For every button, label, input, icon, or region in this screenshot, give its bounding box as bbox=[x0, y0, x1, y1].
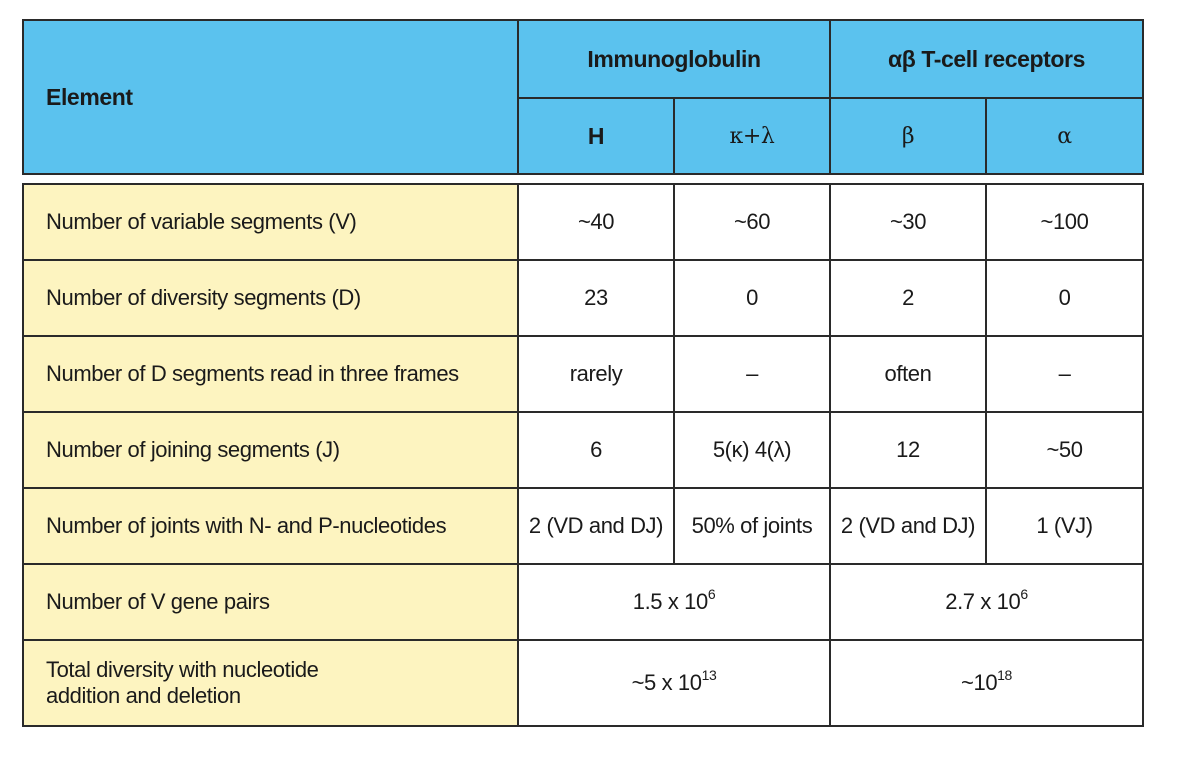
header-h: H bbox=[517, 97, 675, 175]
cell-value: 23 bbox=[517, 259, 675, 337]
value-exponent: 6 bbox=[707, 586, 716, 602]
header-immunoglobulin: Immunoglobulin bbox=[516, 19, 832, 99]
cell-value: 0 bbox=[673, 259, 831, 337]
cell-value: 5(κ) 4(λ) bbox=[673, 411, 831, 489]
row-label: Total diversity with nucleotide addition … bbox=[22, 639, 519, 727]
cell-value: 2 bbox=[829, 259, 987, 337]
header-tcr: αβ T-cell receptors bbox=[829, 19, 1145, 99]
value-exponent: 6 bbox=[1020, 586, 1028, 602]
cell-value: 1 (VJ) bbox=[985, 487, 1144, 565]
table-row: Number of joining segments (J) 6 5(κ) 4(… bbox=[22, 411, 1144, 489]
cell-value: 6 bbox=[517, 411, 675, 489]
cell-value: ~100 bbox=[985, 183, 1144, 261]
table-row: Number of diversity segments (D) 23 0 2 … bbox=[22, 259, 1144, 337]
row-label-line2: addition and deletion bbox=[46, 683, 241, 708]
table-header: Element Immunoglobulin αβ T-cell recepto… bbox=[22, 19, 1145, 175]
row-label: Number of joining segments (J) bbox=[22, 411, 519, 489]
table-body: Number of variable segments (V) ~40 ~60 … bbox=[22, 183, 1144, 727]
cell-value: ~60 bbox=[673, 183, 831, 261]
cell-value: 12 bbox=[829, 411, 987, 489]
cell-value: – bbox=[673, 335, 831, 413]
value-base: ~10 bbox=[961, 670, 998, 695]
cell-value-ig-total: ~5 x 1013 bbox=[517, 639, 831, 727]
row-label: Number of D segments read in three frame… bbox=[22, 335, 519, 413]
cell-value: 0 bbox=[985, 259, 1144, 337]
value-exponent: 18 bbox=[997, 667, 1012, 683]
cell-value: 2 (VD and DJ) bbox=[517, 487, 675, 565]
cell-value-tcr-pairs: 2.7 x 106 bbox=[829, 563, 1144, 641]
row-label-line1: Total diversity with nucleotide bbox=[46, 657, 319, 682]
cell-value: 50% of joints bbox=[673, 487, 831, 565]
table-row: Number of D segments read in three frame… bbox=[22, 335, 1144, 413]
header-element: Element bbox=[22, 19, 519, 175]
value-exponent: 13 bbox=[701, 667, 717, 683]
cell-value: ~30 bbox=[829, 183, 987, 261]
header-beta: β bbox=[829, 97, 988, 175]
cell-value: rarely bbox=[517, 335, 675, 413]
header-alpha: α bbox=[985, 97, 1145, 175]
cell-value-ig-pairs: 1.5 x 106 bbox=[517, 563, 831, 641]
cell-value: often bbox=[829, 335, 987, 413]
cell-value: 2 (VD and DJ) bbox=[829, 487, 987, 565]
row-label: Number of joints with N- and P-nucleotid… bbox=[22, 487, 519, 565]
value-base: ~5 x 10 bbox=[631, 670, 702, 695]
cell-value: – bbox=[985, 335, 1144, 413]
value-base: 2.7 x 10 bbox=[945, 589, 1021, 614]
value-base: 1.5 x 10 bbox=[632, 589, 708, 614]
table-row: Number of joints with N- and P-nucleotid… bbox=[22, 487, 1144, 565]
cell-value: ~40 bbox=[517, 183, 675, 261]
row-label: Number of diversity segments (D) bbox=[22, 259, 519, 337]
header-kappa-lambda: κ+λ bbox=[672, 97, 832, 175]
row-label: Number of V gene pairs bbox=[22, 563, 519, 641]
row-label: Number of variable segments (V) bbox=[22, 183, 519, 261]
table-row: Number of variable segments (V) ~40 ~60 … bbox=[22, 183, 1144, 261]
table-row: Number of V gene pairs 1.5 x 106 2.7 x 1… bbox=[22, 563, 1144, 641]
cell-value-tcr-total: ~1018 bbox=[829, 639, 1144, 727]
cell-value: ~50 bbox=[985, 411, 1144, 489]
table-row: Total diversity with nucleotide addition … bbox=[22, 639, 1144, 727]
